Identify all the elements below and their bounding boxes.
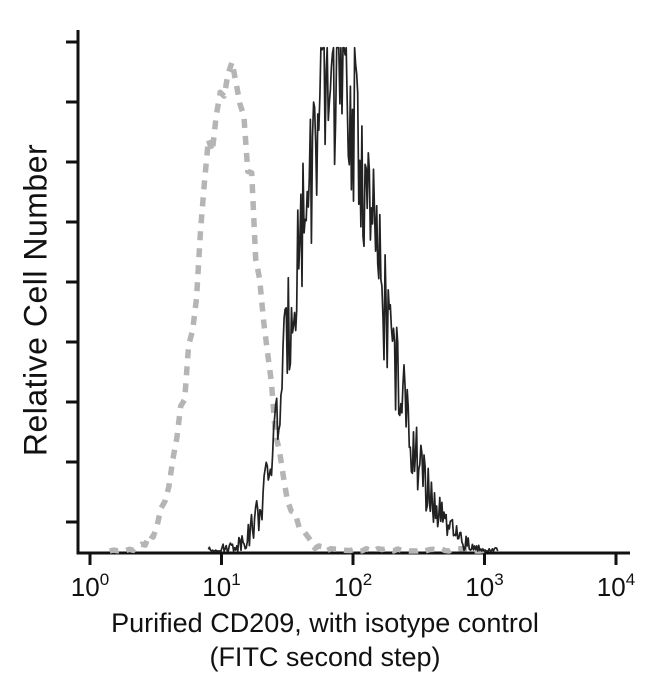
x-axis-caption-line1: Purified CD209, with isotype control <box>111 608 539 638</box>
x-axis-caption-line2: (FITC second step) <box>209 642 441 672</box>
x-tick-label: 104 <box>597 570 635 602</box>
cd209-curve <box>207 46 499 552</box>
x-tick-label: 103 <box>465 570 503 602</box>
x-tick-label: 102 <box>334 570 372 602</box>
isotype-control-curve <box>109 59 486 554</box>
x-tick-label: 100 <box>71 570 109 602</box>
y-axis-label: Relative Cell Number <box>17 143 54 457</box>
x-axis-caption: Purified CD209, with isotype control (FI… <box>0 606 650 674</box>
x-tick-label: 101 <box>202 570 240 602</box>
